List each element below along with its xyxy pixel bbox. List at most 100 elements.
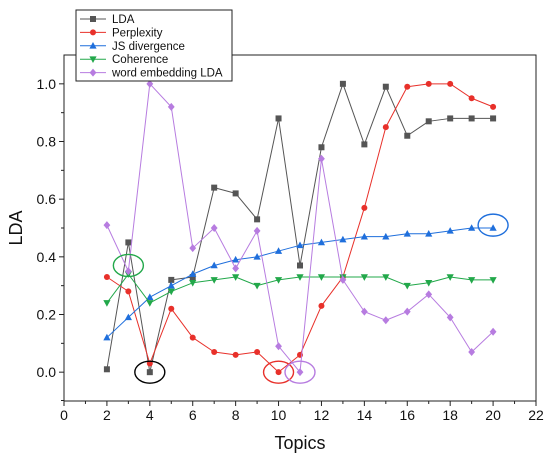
- series-line-perplexity: [106, 83, 494, 373]
- data-point-word-embedding-lda: [339, 275, 347, 284]
- data-point-word-embedding-lda: [489, 327, 497, 336]
- data-point-perplexity: [189, 334, 196, 341]
- data-point-perplexity: [425, 80, 432, 87]
- data-point-coherence: [360, 274, 368, 281]
- data-point-lda: [339, 80, 346, 87]
- data-point-perplexity: [404, 83, 411, 90]
- data-point-lda: [232, 190, 239, 197]
- series-lda: [103, 80, 497, 376]
- data-point-lda: [211, 184, 218, 191]
- data-point-word-embedding-lda: [425, 290, 433, 299]
- y-tick-label: 0.8: [37, 134, 57, 150]
- data-point-js-divergence: [167, 281, 175, 289]
- data-point-js-divergence: [296, 241, 304, 249]
- x-tick-label: 2: [103, 407, 111, 423]
- data-point-js-divergence: [232, 255, 240, 263]
- data-point-js-divergence: [468, 224, 476, 231]
- x-tick-label: 14: [357, 407, 373, 423]
- data-point-coherence: [446, 274, 454, 281]
- y-tick-label: 0.4: [37, 249, 57, 265]
- data-point-word-embedding-lda: [360, 307, 368, 316]
- x-tick-label: 10: [271, 407, 287, 423]
- data-point-perplexity: [254, 348, 261, 355]
- data-point-perplexity: [318, 302, 325, 309]
- legend-marker-lda: [90, 16, 96, 22]
- y-tick-label: 0.0: [37, 364, 57, 380]
- data-point-word-embedding-lda: [210, 224, 218, 232]
- y-tick-label: 0.6: [37, 191, 57, 207]
- data-point-coherence: [382, 274, 390, 281]
- legend-marker-coherence: [89, 56, 97, 63]
- data-point-word-embedding-lda: [403, 307, 411, 316]
- legend-marker-word-embedding-lda: [89, 68, 97, 77]
- y-tick-label: 0.2: [37, 307, 57, 323]
- x-tick-label: 0: [60, 407, 68, 423]
- data-point-word-embedding-lda: [189, 244, 197, 253]
- data-point-js-divergence: [489, 224, 497, 231]
- legend-label-coherence: Coherence: [112, 54, 168, 66]
- data-point-lda: [103, 366, 110, 373]
- data-point-coherence: [296, 274, 304, 281]
- data-point-js-divergence: [124, 313, 132, 321]
- data-point-coherence: [317, 274, 326, 281]
- highlight-ellipse: [284, 360, 316, 384]
- data-point-word-embedding-lda: [318, 154, 325, 163]
- data-point-lda: [490, 115, 497, 122]
- data-point-coherence: [210, 277, 218, 284]
- x-tick-label: 22: [528, 407, 544, 423]
- data-point-js-divergence: [403, 229, 411, 237]
- data-point-word-embedding-lda: [275, 342, 282, 351]
- data-point-coherence: [274, 277, 283, 284]
- legend-label-lda: LDA: [112, 14, 135, 26]
- series-word-embedding-lda: [103, 79, 497, 377]
- plot-frame: [63, 54, 537, 402]
- data-point-lda: [425, 118, 432, 125]
- series-js-divergence: [103, 224, 497, 341]
- data-point-word-embedding-lda: [103, 221, 111, 230]
- data-point-word-embedding-lda: [146, 79, 154, 88]
- data-point-coherence: [425, 279, 433, 287]
- data-point-js-divergence: [317, 238, 326, 246]
- data-point-perplexity: [468, 95, 475, 102]
- data-point-perplexity: [382, 124, 389, 131]
- highlight-ellipse: [134, 360, 166, 384]
- data-point-js-divergence: [189, 270, 197, 277]
- data-point-lda: [404, 132, 411, 139]
- data-point-lda: [447, 115, 454, 122]
- data-point-word-embedding-lda: [468, 347, 476, 356]
- data-point-lda: [318, 144, 325, 151]
- x-axis-title: Topics: [274, 433, 325, 453]
- data-point-perplexity: [232, 351, 239, 358]
- data-point-lda: [361, 141, 368, 148]
- data-point-coherence: [103, 300, 111, 307]
- data-point-word-embedding-lda: [124, 267, 132, 276]
- data-point-coherence: [468, 277, 476, 284]
- data-point-lda: [125, 239, 132, 246]
- data-point-coherence: [253, 282, 261, 290]
- annotation-layer: [112, 213, 509, 384]
- data-point-perplexity: [146, 360, 153, 367]
- data-point-js-divergence: [253, 253, 261, 260]
- legend-marker-js-divergence: [89, 42, 97, 49]
- series-coherence: [103, 271, 497, 307]
- data-point-lda: [168, 276, 175, 283]
- data-point-word-embedding-lda: [296, 368, 304, 377]
- data-point-js-divergence: [146, 293, 154, 300]
- data-point-word-embedding-lda: [382, 316, 390, 325]
- data-point-perplexity: [361, 204, 368, 211]
- series-layer: [103, 79, 497, 377]
- x-tick-label: 6: [189, 407, 197, 423]
- axes: 0 2 4 6 8 10 12 14 16 18 20 22 0.0 0.2 0.4 0.6 0.8 1.0: [37, 54, 544, 423]
- data-point-perplexity: [275, 369, 282, 376]
- data-point-perplexity: [103, 274, 110, 281]
- data-point-perplexity: [490, 103, 497, 110]
- data-point-js-divergence: [274, 247, 283, 254]
- data-point-perplexity: [168, 305, 175, 312]
- x-tick-label: 4: [146, 407, 154, 423]
- data-point-js-divergence: [446, 227, 454, 234]
- data-point-lda: [254, 216, 261, 223]
- x-tick-label: 16: [399, 407, 415, 423]
- data-point-word-embedding-lda: [232, 264, 240, 273]
